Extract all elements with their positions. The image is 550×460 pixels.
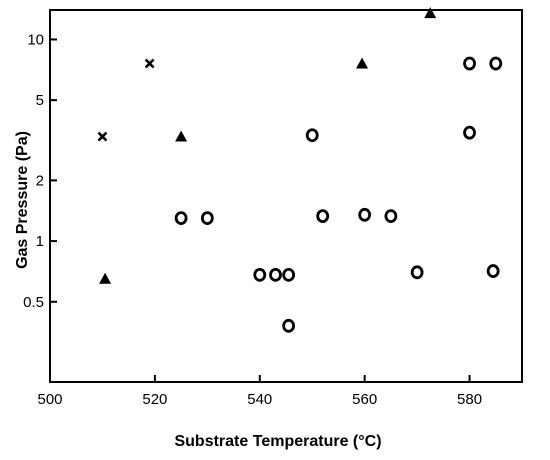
x-tick-label: 500 (37, 391, 62, 408)
circle-point (200, 211, 214, 226)
circle-point (282, 318, 296, 333)
cross-point (144, 58, 155, 69)
circle-point (463, 125, 476, 140)
circle-point (384, 209, 398, 224)
circle-point (463, 56, 476, 71)
circle-point (174, 211, 188, 226)
y-axis-title: Gas Pressure (Pa) (14, 131, 31, 269)
circle-point (486, 264, 500, 278)
circle-point (410, 265, 424, 280)
y-tick-label: 1 (36, 233, 44, 250)
circle-point (316, 209, 330, 224)
triangle-point (99, 272, 112, 284)
triangle-point (356, 57, 369, 69)
y-tick-label: 5 (36, 92, 44, 109)
data-points (97, 7, 503, 333)
x-tick-label: 560 (352, 391, 377, 408)
circle-point (253, 267, 267, 282)
x-tick-label: 580 (457, 391, 482, 408)
triangle-point (424, 7, 437, 19)
x-tick-label: 520 (142, 391, 167, 408)
x-axis: 500 520 540 560 580 (37, 375, 482, 408)
x-axis-title: Substrate Temperature (°C) (174, 433, 381, 450)
y-tick-label: 2 (36, 172, 44, 189)
circle-point (489, 56, 503, 71)
y-tick-label: 0.5 (23, 294, 44, 311)
triangle-point (175, 130, 188, 142)
x-tick-label: 540 (247, 391, 272, 408)
circle-point (358, 207, 372, 222)
cross-point (97, 131, 108, 142)
circle-point (269, 267, 282, 282)
circle-point (282, 267, 296, 282)
y-tick-label: 10 (27, 31, 44, 48)
plot-frame (49, 9, 523, 383)
circle-point (305, 128, 319, 143)
y-axis: 0.5 1 2 5 10 (23, 31, 57, 311)
